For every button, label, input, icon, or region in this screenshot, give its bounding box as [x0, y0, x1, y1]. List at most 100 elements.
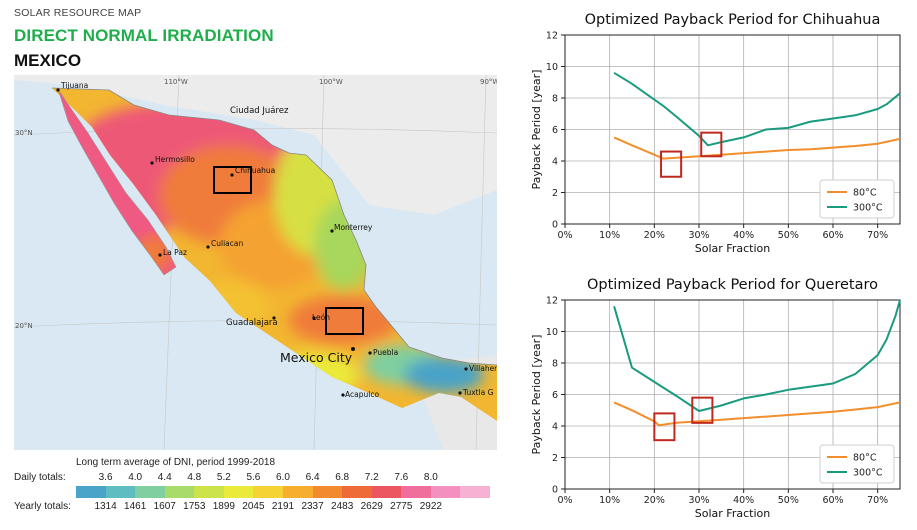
legend-value: 7.2 — [364, 472, 379, 483]
legend-value: 5.6 — [246, 472, 261, 483]
x-tick-label: 70% — [867, 230, 888, 241]
legend-swatch — [76, 486, 107, 498]
map-header-country: MEXICO — [14, 51, 82, 70]
series-line — [613, 71, 901, 147]
chart-title: Optimized Payback Period for Queretaro — [587, 277, 878, 293]
city-label: Tijuana — [60, 81, 88, 90]
x-tick-label: 20% — [644, 230, 665, 241]
legend-value: 7.6 — [394, 472, 409, 483]
series-line — [613, 401, 901, 427]
highlight-box — [653, 412, 676, 442]
legend-swatch — [253, 486, 284, 498]
legend-swatch — [223, 486, 254, 498]
x-tick-label: 60% — [822, 230, 843, 241]
legend-value: 2775 — [390, 501, 413, 512]
legend-value: 1899 — [212, 501, 235, 512]
legend-value: 1753 — [183, 501, 206, 512]
x-tick-label: 10% — [599, 230, 620, 241]
y-tick-label: 12 — [546, 31, 558, 42]
y-tick-label: 8 — [552, 94, 558, 105]
city-label: León — [312, 313, 330, 322]
legend-value: 2045 — [242, 501, 265, 512]
legend-swatch — [371, 486, 402, 498]
dni-map-image: 110°W 100°W 90°W 30°N 20°N Tijuana Ciuda… — [14, 75, 497, 450]
legend-value: 2922 — [419, 501, 442, 512]
legend-box — [819, 179, 895, 219]
highlight-box — [691, 396, 714, 424]
lon-label: 110°W — [164, 78, 188, 86]
city-label: Puebla — [373, 348, 398, 357]
x-tick-label: 70% — [867, 495, 888, 506]
legend-value: 2337 — [301, 501, 324, 512]
legend-entry: 300°C — [853, 468, 883, 479]
y-tick-label: 0 — [552, 220, 558, 231]
map-header-small: SOLAR RESOURCE MAP — [14, 7, 142, 19]
chart-title: Optimized Payback Period for Chihuahua — [585, 12, 881, 28]
x-tick-label: 50% — [778, 495, 799, 506]
highlight-box — [700, 131, 723, 158]
x-tick-label: 40% — [733, 495, 754, 506]
legend-daily-label: Daily totals: — [14, 472, 66, 483]
city-label: Acapulco — [345, 390, 379, 399]
x-tick-label: 50% — [778, 230, 799, 241]
city-label: La Paz — [163, 248, 187, 257]
series-line — [613, 299, 901, 412]
y-tick-label: 10 — [546, 62, 558, 73]
legend-swatch — [312, 486, 343, 498]
legend-swatch — [164, 486, 195, 498]
queretaro-highlight-box — [325, 307, 364, 335]
x-tick-label: 60% — [822, 495, 843, 506]
legend-swatch — [342, 486, 373, 498]
y-axis-label: Payback Period [year] — [530, 335, 543, 455]
map-header-title: DIRECT NORMAL IRRADIATION — [14, 26, 274, 45]
x-axis-label: Solar Fraction — [695, 507, 770, 520]
x-tick-label: 40% — [733, 230, 754, 241]
legend-entry: 80°C — [853, 453, 877, 464]
city-label: Culiacan — [211, 239, 243, 248]
y-tick-label: 6 — [552, 125, 558, 136]
legend-value: 6.4 — [305, 472, 320, 483]
legend-swatch — [194, 486, 225, 498]
x-tick-label: 0% — [557, 230, 572, 241]
x-tick-label: 30% — [688, 230, 709, 241]
y-tick-label: 4 — [552, 157, 558, 168]
legend-value: 4.0 — [128, 472, 143, 483]
lon-label: 100°W — [319, 78, 343, 86]
x-tick-label: 30% — [688, 495, 709, 506]
y-tick-label: 6 — [552, 390, 558, 401]
legend-yearly-label: Yearly totals: — [14, 501, 71, 512]
legend-swatch — [105, 486, 136, 498]
legend-swatch — [430, 486, 461, 498]
legend-value: 8.0 — [423, 472, 438, 483]
x-tick-label: 10% — [599, 495, 620, 506]
y-tick-label: 0 — [552, 485, 558, 496]
city-label: Chihuahua — [235, 166, 275, 175]
y-tick-label: 12 — [546, 296, 558, 307]
legend-box — [819, 444, 895, 484]
legend-value: 6.0 — [276, 472, 290, 483]
y-tick-label: 2 — [552, 453, 558, 464]
city-label: Villaher — [469, 364, 497, 373]
city-label: Mexico City — [280, 350, 353, 365]
chart-queretaro: Optimized Payback Period for Queretaro 0 2… — [530, 277, 901, 520]
chihuahua-highlight-box — [213, 166, 252, 194]
legend-value: 3.6 — [98, 472, 113, 483]
legend-caption: Long term average of DNI, period 1999-20… — [76, 457, 276, 468]
legend-value: 4.4 — [157, 472, 172, 483]
x-axis-label: Solar Fraction — [695, 242, 770, 255]
y-axis-label: Payback Period [year] — [530, 70, 543, 190]
y-tick-label: 4 — [552, 422, 558, 433]
city-label: Hermosillo — [155, 155, 195, 164]
legend-swatch — [401, 486, 432, 498]
legend-value: 2629 — [360, 501, 383, 512]
legend-entry: 80°C — [853, 188, 877, 199]
legend-value: 1461 — [124, 501, 147, 512]
city-label: Tuxtla G — [462, 388, 494, 397]
legend-swatch — [460, 486, 491, 498]
y-tick-label: 8 — [552, 359, 558, 370]
lat-label: 30°N — [15, 129, 33, 137]
legend-entry: 300°C — [853, 203, 883, 214]
solar-resource-map: SOLAR RESOURCE MAP DIRECT NORMAL IRRADIA… — [14, 7, 497, 512]
legend-value: 6.8 — [335, 472, 350, 483]
y-tick-label: 10 — [546, 327, 558, 338]
